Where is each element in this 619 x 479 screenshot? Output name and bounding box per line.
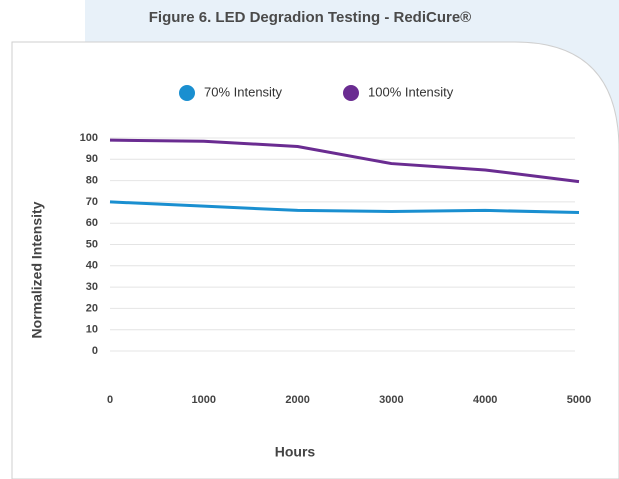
y-tick-label: 70 bbox=[86, 196, 98, 208]
legend-marker bbox=[179, 85, 195, 101]
x-tick-label: 2000 bbox=[285, 394, 309, 406]
x-tick-label: 0 bbox=[107, 394, 113, 406]
x-tick-label: 1000 bbox=[192, 394, 216, 406]
y-tick-label: 90 bbox=[86, 153, 98, 165]
y-tick-label: 100 bbox=[80, 132, 98, 144]
series-line bbox=[109, 138, 580, 184]
y-tick-label: 20 bbox=[86, 302, 98, 314]
y-tick-label: 0 bbox=[92, 345, 98, 357]
x-tick-label: 3000 bbox=[379, 394, 403, 406]
y-tick-label: 40 bbox=[86, 260, 98, 272]
legend-label: 70% Intensity bbox=[204, 84, 283, 99]
y-tick-label: 60 bbox=[86, 217, 98, 229]
chart-title: Figure 6. LED Degradion Testing - RediCu… bbox=[149, 9, 471, 26]
series-line bbox=[109, 200, 580, 215]
chart-card bbox=[11, 41, 619, 479]
y-tick-label: 50 bbox=[86, 238, 98, 250]
x-tick-label: 4000 bbox=[473, 394, 497, 406]
x-axis-label: Hours bbox=[275, 444, 316, 460]
x-tick-label: 5000 bbox=[567, 394, 591, 406]
y-tick-label: 10 bbox=[86, 324, 98, 336]
y-tick-label: 30 bbox=[86, 281, 98, 293]
legend-label: 100% Intensity bbox=[368, 84, 454, 99]
y-axis-label: Normalized Intensity bbox=[29, 201, 45, 338]
legend-marker bbox=[343, 85, 359, 101]
y-tick-label: 80 bbox=[86, 175, 98, 187]
